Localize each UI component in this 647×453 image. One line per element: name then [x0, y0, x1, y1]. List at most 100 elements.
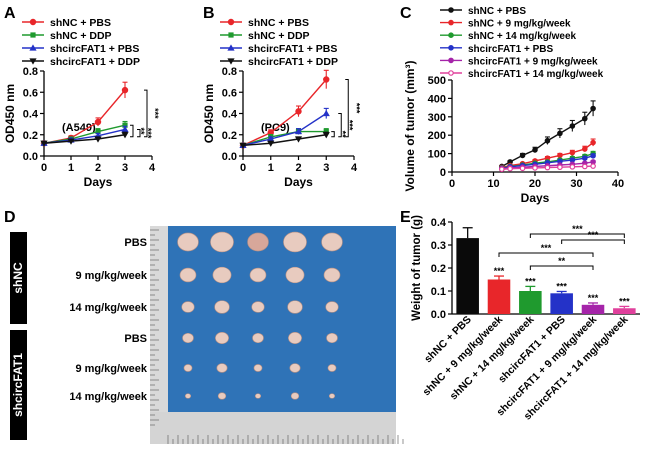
x-tick-label: 40	[612, 178, 624, 190]
y-tick-label: 0.8	[222, 66, 237, 78]
y-axis-label: Volume of tumor (mm³)	[403, 60, 417, 191]
x-tick-label: 2	[295, 162, 301, 174]
tumor	[179, 267, 197, 283]
significance-label: ***	[351, 103, 361, 114]
legend-marker	[29, 44, 37, 51]
tumor	[249, 267, 267, 283]
y-tick-label: 0.4	[431, 217, 447, 229]
legend-marker	[29, 58, 37, 65]
data-point	[532, 147, 538, 153]
y-tick-label: 100	[428, 149, 446, 161]
x-tick-label: 3	[323, 162, 329, 174]
legend-marker	[448, 19, 454, 26]
tumor	[327, 364, 337, 372]
tumor	[214, 300, 230, 314]
series-line	[43, 134, 126, 144]
data-point	[323, 128, 329, 135]
panel-label-c: C	[400, 5, 412, 22]
y-tick-label: 0.0	[431, 309, 446, 321]
tumor	[287, 300, 303, 314]
tumor	[247, 232, 269, 252]
legend-label: shcircFAT1 + DDP	[50, 56, 140, 68]
row-label: 14 mg/kg/week	[69, 391, 148, 403]
legend-marker	[227, 18, 235, 26]
x-tick-label: 10	[487, 178, 499, 190]
bar	[613, 308, 636, 314]
y-axis-label: OD450 nm	[3, 84, 17, 143]
data-point	[557, 152, 563, 159]
comparison-label: **	[558, 256, 566, 266]
x-axis-label: Days	[521, 191, 550, 205]
significance-bracket	[338, 113, 342, 138]
data-point	[590, 105, 596, 112]
tumor	[252, 332, 264, 344]
legend-label: shNC + 9 mg/kg/week	[468, 19, 571, 30]
y-tick-label: 0.0	[222, 151, 237, 163]
x-tick-label: 1	[268, 162, 274, 174]
row-label: 14 mg/kg/week	[69, 302, 148, 314]
legend-marker	[448, 57, 454, 64]
tumor	[289, 363, 301, 373]
ruler-horizontal	[150, 412, 396, 444]
data-point	[590, 163, 596, 169]
group-label: shcircFAT1	[11, 353, 25, 417]
data-point	[239, 142, 247, 149]
legend-label: shNC + 14 mg/kg/week	[468, 31, 577, 42]
data-point	[581, 163, 588, 170]
tumor	[283, 231, 307, 253]
ruler-vertical	[150, 226, 168, 444]
panel-label-b: B	[203, 5, 215, 22]
tumor	[212, 266, 232, 284]
data-point	[121, 125, 129, 133]
tumor	[328, 393, 336, 399]
legend-marker	[227, 58, 235, 65]
tumor	[254, 393, 262, 399]
row-label: 9 mg/kg/week	[75, 363, 147, 375]
tumor	[210, 231, 234, 253]
tumor	[326, 332, 338, 344]
tumor	[253, 364, 263, 372]
data-point	[519, 165, 526, 172]
y-tick-label: 0	[440, 167, 446, 179]
legend-label: shNC + DDP	[248, 30, 310, 42]
tumor	[184, 393, 192, 399]
data-point	[590, 153, 596, 159]
y-tick-label: 0.2	[431, 263, 446, 275]
legend-label: shcircFAT1 + DDP	[248, 56, 338, 68]
legend-label: shcircFAT1 + PBS	[248, 43, 337, 55]
data-point	[267, 140, 275, 147]
x-tick-label: 2	[95, 162, 101, 174]
comparison-label: ***	[588, 230, 599, 240]
data-point	[498, 166, 505, 173]
y-tick-label: 0.3	[431, 240, 446, 252]
x-tick-label: 1	[68, 162, 74, 174]
significance-bracket	[331, 131, 335, 138]
series-line	[242, 79, 327, 147]
group-bar-shnc	[10, 232, 27, 324]
significance-label: ***	[143, 128, 153, 139]
tumor	[181, 301, 195, 313]
significance-label: **	[337, 131, 347, 139]
cell-line-annotation: (A549)	[62, 122, 96, 134]
legend-marker	[448, 44, 454, 51]
y-tick-label: 0.6	[23, 87, 38, 99]
y-tick-label: 0.2	[222, 130, 237, 142]
chart-a-a549: 0 1 2 3 4 0.0 0.2 0.4 0.6 0.8 Days OD450 nm (A549) sh…	[3, 17, 160, 189]
row-label: PBS	[124, 237, 147, 249]
tumor	[325, 301, 339, 313]
x-axis-label: Days	[284, 175, 313, 189]
data-point	[569, 149, 576, 156]
y-tick-label: 0.6	[222, 87, 237, 99]
row-label: 9 mg/kg/week	[75, 270, 147, 282]
x-tick-label: 30	[570, 178, 582, 190]
data-point	[569, 164, 576, 170]
tumor	[182, 332, 194, 344]
significance-label: ***	[150, 108, 160, 119]
tumor	[216, 363, 228, 373]
group-label: shNC	[11, 262, 25, 294]
tumor	[288, 331, 302, 344]
data-point	[322, 132, 330, 139]
y-tick-label: 200	[428, 130, 446, 142]
x-tick-label: 20	[529, 178, 541, 190]
series-line	[242, 134, 327, 147]
